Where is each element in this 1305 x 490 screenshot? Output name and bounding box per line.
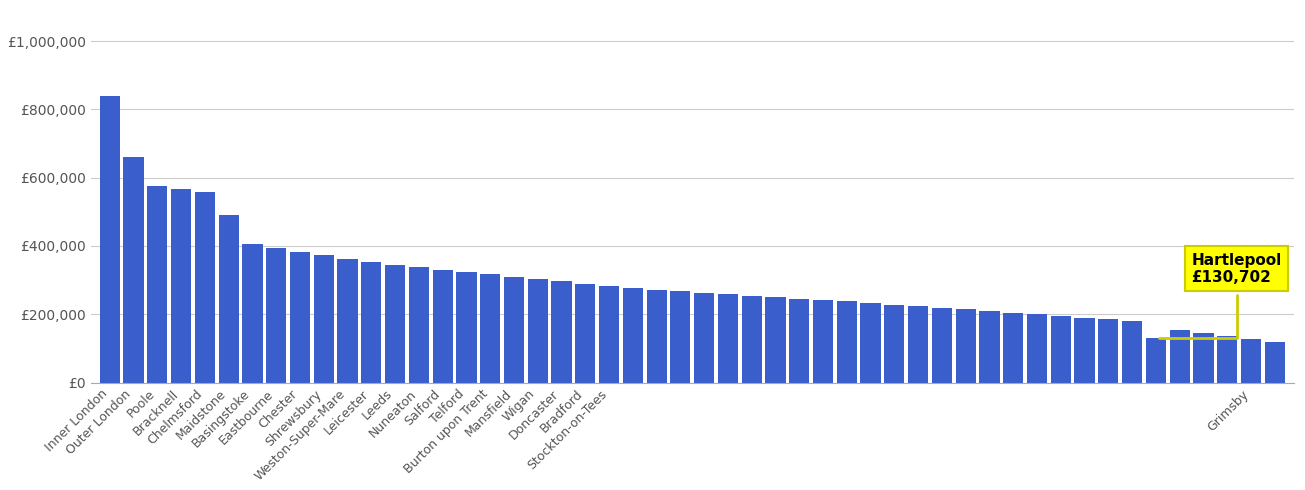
Bar bbox=[504, 277, 525, 383]
Bar bbox=[646, 290, 667, 383]
Bar bbox=[694, 293, 714, 383]
Bar bbox=[361, 262, 381, 383]
Bar bbox=[718, 294, 739, 383]
Bar bbox=[338, 259, 358, 383]
Bar bbox=[527, 279, 548, 383]
Bar bbox=[171, 189, 192, 383]
Bar bbox=[243, 244, 262, 383]
Text: Hartlepool
£130,702: Hartlepool £130,702 bbox=[1159, 253, 1282, 338]
Bar bbox=[885, 305, 904, 383]
Bar bbox=[1051, 316, 1071, 383]
Bar bbox=[766, 297, 786, 383]
Bar bbox=[1027, 314, 1047, 383]
Bar bbox=[408, 267, 429, 383]
Bar bbox=[955, 309, 976, 383]
Bar bbox=[576, 284, 595, 383]
Bar bbox=[552, 281, 572, 383]
Bar bbox=[837, 301, 857, 383]
Bar bbox=[147, 186, 167, 383]
Bar bbox=[219, 215, 239, 383]
Bar bbox=[979, 311, 1000, 383]
Bar bbox=[1193, 333, 1214, 383]
Bar bbox=[741, 295, 762, 383]
Bar bbox=[790, 298, 809, 383]
Bar bbox=[908, 306, 928, 383]
Bar bbox=[1099, 319, 1118, 383]
Bar bbox=[599, 286, 619, 383]
Bar bbox=[1074, 318, 1095, 383]
Bar bbox=[1218, 336, 1237, 383]
Bar bbox=[671, 291, 690, 383]
Bar bbox=[124, 157, 144, 383]
Bar bbox=[290, 251, 311, 383]
Bar bbox=[1004, 313, 1023, 383]
Bar bbox=[99, 96, 120, 383]
Bar bbox=[932, 308, 953, 383]
Bar bbox=[266, 248, 286, 383]
Bar bbox=[432, 270, 453, 383]
Bar bbox=[1122, 321, 1142, 383]
Bar bbox=[860, 303, 881, 383]
Bar bbox=[1241, 339, 1261, 383]
Bar bbox=[1146, 338, 1165, 383]
Bar bbox=[1265, 343, 1285, 383]
Bar bbox=[385, 265, 406, 383]
Bar bbox=[194, 192, 215, 383]
Bar bbox=[313, 255, 334, 383]
Bar bbox=[480, 274, 500, 383]
Bar bbox=[457, 272, 476, 383]
Bar bbox=[813, 300, 833, 383]
Bar bbox=[622, 288, 643, 383]
Bar bbox=[1169, 330, 1190, 383]
